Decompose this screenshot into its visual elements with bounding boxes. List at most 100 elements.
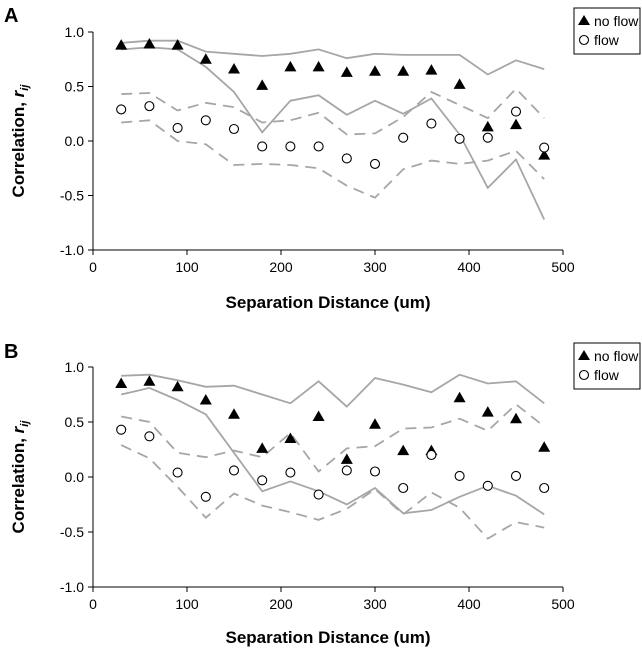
panel-a: A -1.0 -0.5 0.0 0.5 1.0 0 100 200 300 400 500 Separa… xyxy=(4,5,641,312)
flow-point xyxy=(228,465,240,476)
flow-point xyxy=(369,158,381,169)
x-tick-label: 200 xyxy=(269,259,293,275)
no-flow-point xyxy=(199,53,212,64)
flow-point xyxy=(426,118,437,129)
no-flow-point xyxy=(228,408,240,419)
solid-band-line xyxy=(121,373,545,408)
no-flow-point xyxy=(115,39,128,50)
x-axis-title: Separation Distance (um) xyxy=(226,628,431,647)
flow-point xyxy=(341,153,352,164)
y-tick-label: 0.5 xyxy=(65,414,85,430)
y-tick-label: -0.5 xyxy=(60,188,84,204)
no-flow-point xyxy=(453,391,466,403)
flow-point xyxy=(510,106,522,117)
x-axis-title: Separation Distance (um) xyxy=(226,293,431,312)
x-tick-label: 300 xyxy=(363,596,387,612)
y-tick-label: -1.0 xyxy=(60,242,84,258)
legend-triangle-icon xyxy=(578,15,590,25)
flow-point xyxy=(285,467,296,478)
flow-point xyxy=(426,449,437,461)
y-tick-label: 1.0 xyxy=(65,24,85,40)
flow-point xyxy=(454,470,465,481)
y-axis-title: Correlation, rij xyxy=(9,84,31,198)
no-flow-point xyxy=(143,37,156,49)
no-flow-point xyxy=(312,60,325,72)
no-flow-point xyxy=(256,79,269,90)
x-tick-label: 500 xyxy=(551,596,575,612)
y-tick-label: -0.5 xyxy=(60,524,84,540)
no-flow-point xyxy=(340,453,353,464)
y-tick-label: -1.0 xyxy=(60,579,84,595)
x-tick-label: 100 xyxy=(175,596,199,612)
x-tick-label: 400 xyxy=(457,259,481,275)
no-flow-point xyxy=(510,118,522,130)
flow-point xyxy=(116,104,127,115)
no-flow-point xyxy=(538,149,551,160)
flow-point xyxy=(398,482,409,494)
dashed-band-line xyxy=(121,87,545,136)
legend-box xyxy=(573,342,641,390)
no-flow-point xyxy=(228,63,240,74)
flow-point xyxy=(398,132,409,143)
no-flow-point xyxy=(284,432,297,443)
flow-point xyxy=(172,467,183,478)
legend-label: no flow xyxy=(594,348,639,364)
panel-b: B -1.0 -0.5 0.0 0.5 1.0 0 100 200 300 400 500 Separa… xyxy=(4,341,641,647)
flow-point xyxy=(200,115,211,126)
no-flow-point xyxy=(143,375,156,386)
flow-point xyxy=(144,431,155,442)
flow-point xyxy=(454,133,465,144)
solid-band-line xyxy=(121,39,545,76)
no-flow-point xyxy=(340,66,353,77)
flow-point xyxy=(482,480,493,491)
x-tick-label: 400 xyxy=(457,596,481,612)
dashed-band-line xyxy=(121,403,545,473)
no-flow-point xyxy=(171,380,184,392)
x-tick-label: 100 xyxy=(175,259,199,275)
no-flow-point xyxy=(256,442,269,453)
no-flow-point xyxy=(481,406,494,417)
no-flow-point xyxy=(171,39,184,50)
flow-point xyxy=(144,101,155,112)
dashed-band-line xyxy=(120,444,545,540)
legend-label: flow xyxy=(594,32,620,48)
no-flow-point xyxy=(115,377,128,388)
legend-box xyxy=(573,7,641,55)
legend-triangle-icon xyxy=(578,350,590,360)
legend-circle-icon xyxy=(578,34,590,46)
flow-point xyxy=(257,141,268,152)
no-flow-point xyxy=(369,65,381,76)
flow-point xyxy=(116,424,127,435)
no-flow-point xyxy=(397,65,410,76)
panel-letter: A xyxy=(4,5,18,27)
no-flow-point xyxy=(538,441,551,452)
no-flow-point xyxy=(199,394,212,405)
no-flow-point xyxy=(397,444,410,456)
y-tick-label: 1.0 xyxy=(65,359,85,375)
no-flow-point xyxy=(369,418,381,429)
solid-band-line xyxy=(121,46,546,220)
flow-point xyxy=(510,470,522,481)
x-tick-label: 300 xyxy=(363,259,387,275)
flow-point xyxy=(313,141,324,152)
legend-label: flow xyxy=(594,367,620,383)
flow-point xyxy=(285,141,296,152)
no-flow-point xyxy=(510,412,522,424)
y-tick-label: 0.5 xyxy=(65,79,85,95)
legend-circle-icon xyxy=(578,369,590,381)
no-flow-point xyxy=(453,78,466,89)
flow-point xyxy=(482,132,493,143)
solid-band-line xyxy=(120,386,545,516)
y-tick-label: 0.0 xyxy=(65,469,85,485)
flow-point xyxy=(369,466,381,477)
y-axis-title: Correlation, rij xyxy=(9,420,31,534)
flow-point xyxy=(172,122,183,133)
flow-point xyxy=(200,491,211,502)
x-tick-label: 200 xyxy=(269,596,293,612)
no-flow-point xyxy=(284,60,297,72)
legend-label: no flow xyxy=(594,13,639,29)
x-tick-label: 500 xyxy=(551,259,575,275)
y-tick-label: 0.0 xyxy=(65,133,85,149)
x-tick-label: 0 xyxy=(89,596,97,612)
